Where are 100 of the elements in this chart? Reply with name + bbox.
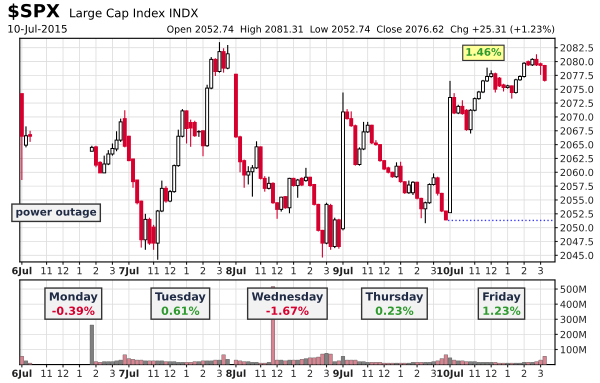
bar xyxy=(410,362,415,365)
y-tick-label: 2075.0 xyxy=(560,86,594,94)
bar xyxy=(147,360,152,365)
bar xyxy=(530,362,534,365)
candlestick xyxy=(411,180,415,196)
x-tick-label: 6Jul xyxy=(12,266,32,276)
y-tick-label: 2047.5 xyxy=(560,238,594,246)
x-tick-label: 1 xyxy=(292,267,296,274)
bar xyxy=(436,360,440,365)
y-tick-label: 100M xyxy=(560,346,586,354)
x-tick-label: 12 xyxy=(164,370,176,377)
bar xyxy=(102,361,106,365)
candlestick xyxy=(542,64,547,82)
bar xyxy=(374,362,378,365)
candlestick xyxy=(304,167,308,182)
bar xyxy=(353,360,358,365)
candlestick xyxy=(514,78,518,94)
y-tick-label: 2055.0 xyxy=(560,196,594,204)
bar xyxy=(160,360,164,365)
x-tick-label: 11 xyxy=(470,370,480,377)
x-tick-label: 10Jul xyxy=(437,266,463,276)
x-tick-label: 1 xyxy=(184,267,189,274)
bar xyxy=(538,360,543,365)
bar xyxy=(126,358,131,365)
bar xyxy=(472,361,477,365)
candlestick xyxy=(456,104,460,115)
x-tick-label: 12 xyxy=(272,267,282,274)
candlestick xyxy=(497,76,502,88)
x-tick-label: 12 xyxy=(58,370,68,377)
x-tick-label: 11 xyxy=(148,267,159,274)
text: Tuesday 0.61% xyxy=(155,292,206,315)
y-tick-label: 2067.5 xyxy=(560,127,594,135)
bar xyxy=(196,361,201,365)
candlestick xyxy=(143,213,148,250)
bar xyxy=(316,356,320,365)
x-tick-label: 12 xyxy=(486,267,496,274)
x-tick-label: 12 xyxy=(379,267,390,274)
candlestick xyxy=(279,196,284,212)
x-tick-label: 11 xyxy=(148,370,159,377)
text: Friday 1.23% xyxy=(483,292,521,315)
x-tick-label: 8Jul xyxy=(226,266,246,276)
x-tick-label: 2 xyxy=(308,370,312,377)
bar xyxy=(370,362,374,365)
y-tick-label: 2045.0 xyxy=(560,252,594,260)
candlestick xyxy=(296,178,300,198)
bar xyxy=(209,360,214,365)
x-tick-label: 11 xyxy=(256,370,266,377)
bar xyxy=(522,362,526,365)
candlestick xyxy=(283,196,288,210)
candlestick xyxy=(452,92,456,115)
candlestick xyxy=(164,186,168,204)
bar xyxy=(526,362,530,365)
bar xyxy=(366,362,370,365)
bar xyxy=(238,360,242,365)
bar xyxy=(308,358,312,365)
bar xyxy=(452,360,456,365)
y-tick-label: 2052.5 xyxy=(560,210,594,218)
candlestick xyxy=(201,130,205,157)
candlestick xyxy=(394,162,398,178)
candlestick xyxy=(213,58,218,77)
x-tick-label: 1 xyxy=(398,267,403,274)
bar xyxy=(139,360,144,365)
x-tick-label: 10Jul xyxy=(437,369,463,379)
bar xyxy=(304,358,308,365)
x-tick-label: 6Jul xyxy=(12,369,32,379)
x-tick-label: 11 xyxy=(362,370,373,377)
bar xyxy=(246,361,250,365)
bar xyxy=(444,354,448,365)
x-tick-label: 11 xyxy=(41,267,52,274)
x-tick-label: 3 xyxy=(431,267,436,274)
bar xyxy=(419,362,424,365)
bar xyxy=(542,356,547,365)
x-tick-label: 1 xyxy=(184,370,189,377)
x-tick-label: 12 xyxy=(272,370,282,377)
bar xyxy=(460,360,464,365)
bar xyxy=(279,360,284,365)
bar xyxy=(300,359,304,365)
text: Open 2052.74 High 2081.31 Low 2052.74 Close 2076.62 Chg +25.31 (+1.23%) xyxy=(167,25,554,35)
bar xyxy=(130,359,136,365)
y-tick-label: 2072.5 xyxy=(560,100,594,107)
bar xyxy=(180,362,184,365)
y-tick-label: 2057.5 xyxy=(560,182,594,190)
bar xyxy=(20,356,24,365)
x-tick-label: 3 xyxy=(324,267,329,274)
y-tick-label: 2077.5 xyxy=(560,72,594,80)
x-tick-label: 1 xyxy=(77,370,82,377)
x-tick-label: 1 xyxy=(292,370,296,377)
chart-title: $SPX xyxy=(8,4,60,20)
x-tick-label: 3 xyxy=(217,267,222,274)
x-tick-label: 8Jul xyxy=(226,369,246,379)
x-tick-label: 3 xyxy=(110,370,115,378)
x-tick-label: 2 xyxy=(94,267,98,274)
bar xyxy=(143,360,148,365)
bar xyxy=(192,361,197,365)
x-tick-label: 12 xyxy=(164,267,176,274)
y-tick-label: 2062.5 xyxy=(560,154,594,162)
x-tick-label: 9Jul xyxy=(333,266,352,276)
bar xyxy=(296,360,300,365)
y-tick-label: 2082.5 xyxy=(560,44,594,52)
bar xyxy=(448,358,452,365)
